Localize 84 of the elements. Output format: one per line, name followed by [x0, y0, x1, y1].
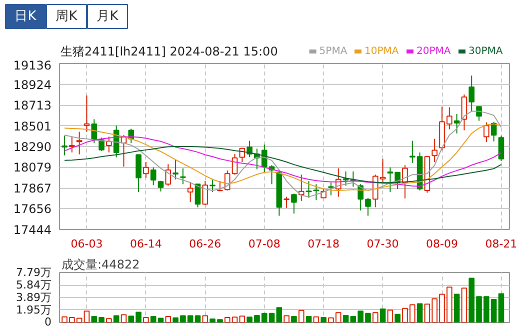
- candlestick: [468, 75, 475, 112]
- candlestick: [143, 162, 149, 178]
- bar: [306, 316, 312, 322]
- candlestick: [165, 164, 172, 186]
- bar: [313, 316, 320, 322]
- bar: [394, 314, 400, 322]
- x-tick-label: 07-30: [366, 238, 399, 250]
- legend-label: 5PMA: [319, 46, 348, 57]
- candlestick: [172, 159, 178, 180]
- bar: [106, 318, 112, 322]
- bar: [454, 294, 460, 322]
- y-tick-label: 0: [44, 316, 52, 328]
- bar: [113, 315, 120, 322]
- chart-title: 成交量:44822: [62, 258, 140, 272]
- bar: [291, 316, 297, 322]
- y-tick-label: 3.89万: [16, 291, 52, 304]
- candlestick: [62, 135, 68, 156]
- bar: [239, 316, 246, 322]
- y-tick-label: 5.84万: [16, 278, 52, 292]
- candlestick: [136, 154, 142, 193]
- legend-label: 30PMA: [468, 46, 503, 57]
- candlestick: [476, 106, 482, 122]
- y-tick-label: 7.79万: [16, 266, 52, 279]
- bar: [120, 314, 127, 322]
- bar: [416, 303, 423, 322]
- bar: [165, 316, 172, 322]
- x-tick-label: 06-03: [70, 238, 103, 250]
- candlestick: [217, 180, 223, 192]
- bar: [298, 310, 304, 322]
- candlestick: [91, 118, 98, 144]
- candlestick: [432, 138, 438, 162]
- candlestick: [180, 168, 186, 185]
- bar: [387, 310, 394, 322]
- candlestick: [498, 135, 504, 162]
- candlestick: [291, 193, 297, 214]
- bar: [202, 315, 208, 322]
- bar: [284, 315, 290, 322]
- candlestick: [69, 136, 75, 153]
- bar: [380, 308, 386, 322]
- bar: [320, 317, 326, 322]
- y-tick-label: 18924: [13, 78, 52, 92]
- x-tick-label: 07-08: [248, 238, 280, 250]
- text: 月K: [96, 9, 119, 24]
- bar: [84, 310, 90, 322]
- candlestick: [202, 180, 208, 206]
- legend-label: 20PMA: [416, 46, 451, 57]
- bar: [498, 293, 504, 322]
- candlestick: [284, 196, 290, 208]
- bar: [372, 312, 378, 322]
- candlestick: [98, 137, 104, 152]
- bar: [461, 288, 468, 322]
- candlestick: [306, 180, 312, 198]
- y-tick-label: 17656: [13, 202, 52, 216]
- candlestick: [187, 181, 194, 203]
- chart-title: 生猪2411[lh2411] 2024-08-21 15:00: [60, 44, 278, 58]
- candlestick: [76, 131, 82, 155]
- y-tick-label: 17867: [13, 182, 52, 196]
- candlestick: [454, 113, 460, 134]
- y-tick-label: 18079: [13, 160, 52, 175]
- y-tick-label: 17444: [13, 223, 52, 237]
- candlestick: [150, 166, 156, 186]
- line-series: [64, 146, 502, 184]
- y-tick-label: 18713: [13, 98, 52, 112]
- candlestick: [342, 170, 349, 186]
- candlestick: [194, 183, 201, 208]
- candlestick: [484, 122, 490, 143]
- text: 日K: [14, 9, 37, 24]
- x-tick-label: 07-18: [308, 238, 340, 250]
- bar: [342, 314, 349, 322]
- x-tick-label: 08-09: [426, 238, 458, 250]
- x-tick-label: 08-21: [485, 238, 518, 250]
- bar: [276, 307, 282, 322]
- legend-label: 10PMA: [364, 46, 399, 57]
- bar: [143, 317, 149, 322]
- candlestick: [328, 182, 334, 196]
- y-tick-label: 18290: [13, 140, 52, 154]
- candlestick: [313, 184, 320, 200]
- y-tick-label: 1.95万: [16, 303, 52, 316]
- x-tick-label: 06-26: [189, 238, 222, 250]
- y-tick-label: 19136: [13, 58, 52, 72]
- y-tick-label: 18501: [13, 119, 52, 134]
- candlestick: [84, 94, 90, 132]
- text: 周K: [56, 9, 78, 24]
- x-tick-label: 06-14: [130, 238, 162, 250]
